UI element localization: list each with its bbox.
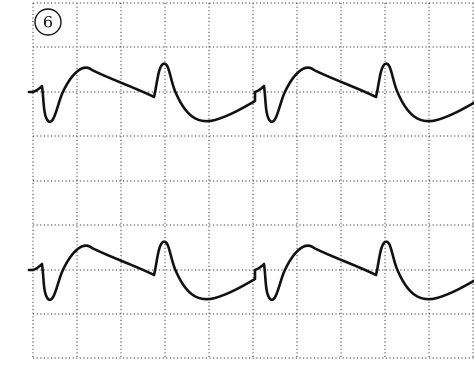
figure-number: 6 <box>43 13 53 32</box>
upper-waveform-trace <box>27 62 474 124</box>
label-circle <box>34 8 62 36</box>
lower-waveform-trace <box>27 240 474 302</box>
grid <box>32 2 474 359</box>
figure-label: 6 <box>34 8 62 36</box>
